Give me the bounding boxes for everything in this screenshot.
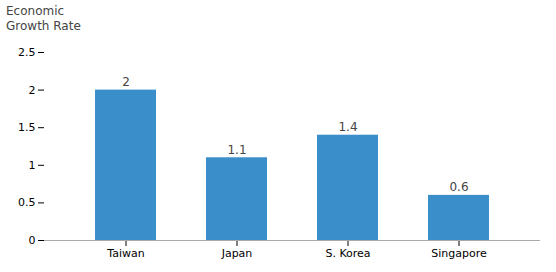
- svg-text:1: 1: [29, 159, 36, 172]
- svg-text:1.5: 1.5: [18, 121, 36, 134]
- html-text:Economic: Economic: [6, 4, 65, 18]
- svg-text:0.6: 0.6: [449, 180, 468, 194]
- svg-text:1.1: 1.1: [227, 143, 246, 157]
- svg-text:2: 2: [122, 75, 130, 89]
- svg-text:Japan: Japan: [221, 247, 253, 260]
- svg-text:0: 0: [29, 234, 36, 247]
- svg-text:Taiwan: Taiwan: [106, 247, 144, 260]
- svg-text:0.5: 0.5: [18, 196, 36, 209]
- svg-text:S. Korea: S. Korea: [325, 247, 370, 260]
- html-text:Growth Rate: Growth Rate: [6, 19, 81, 33]
- svg-text:2: 2: [29, 84, 36, 97]
- svg-text:Singapore: Singapore: [431, 247, 487, 260]
- svg-text:1.4: 1.4: [338, 120, 357, 134]
- svg-text:2.5: 2.5: [18, 46, 36, 59]
